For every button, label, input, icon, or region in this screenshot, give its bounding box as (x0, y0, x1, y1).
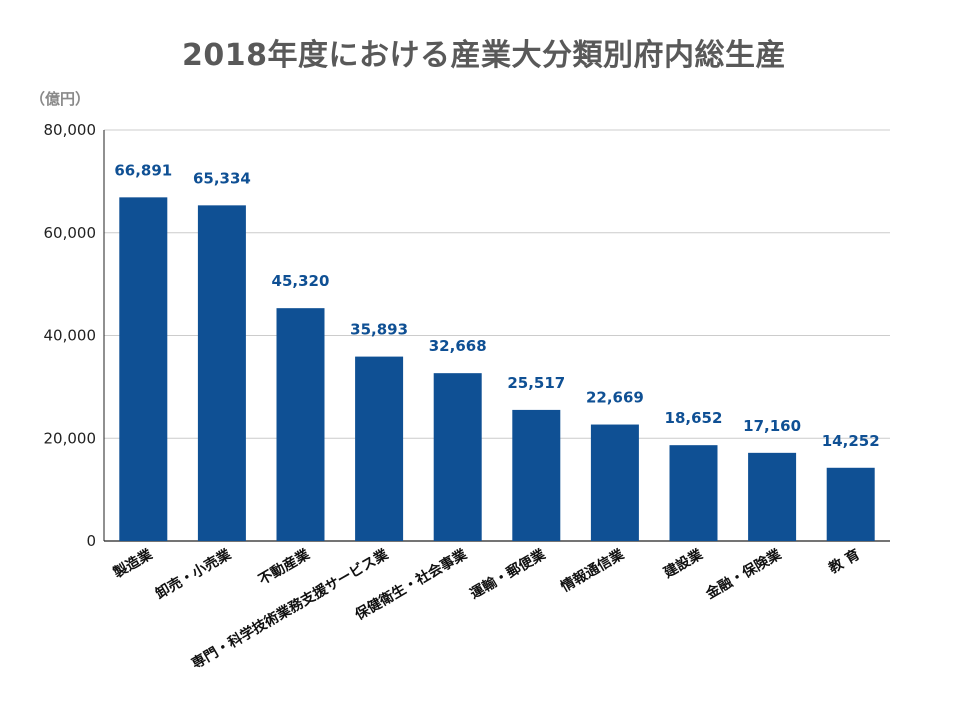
chart-title: 2018年度における産業大分類別府内総生産 (182, 38, 786, 73)
x-tick-label: 卸売・小売業 (153, 545, 235, 602)
bar (119, 197, 168, 542)
x-tick-label: 運輸・郵便業 (467, 545, 549, 602)
bar (197, 205, 246, 542)
y-tick-label: 0 (86, 532, 96, 550)
bar (748, 452, 797, 541)
data-label: 25,517 (507, 374, 565, 392)
bar (512, 409, 561, 541)
y-tick-label: 40,000 (44, 327, 97, 345)
data-label: 65,334 (193, 169, 251, 187)
bar (826, 467, 875, 541)
data-label: 17,160 (743, 417, 801, 435)
bar (590, 424, 639, 541)
x-tick-label: 情報通信業 (558, 545, 628, 595)
y-tick-label: 20,000 (44, 429, 97, 447)
bar (433, 373, 482, 541)
x-tick-label: 製造業 (110, 545, 157, 582)
data-label: 66,891 (114, 161, 172, 179)
data-label: 45,320 (272, 272, 330, 290)
data-label: 22,669 (586, 389, 644, 407)
x-tick-label: 建設業 (661, 545, 707, 581)
x-tick-label: 金融・保険業 (702, 545, 785, 603)
y-tick-label: 60,000 (44, 224, 97, 242)
x-tick-label: 教 育 (826, 546, 863, 577)
data-label: 35,893 (350, 321, 408, 339)
bar (355, 356, 404, 541)
bar (669, 445, 718, 541)
data-label: 14,252 (822, 432, 880, 450)
y-tick-label: 80,000 (44, 121, 97, 139)
y-axis-unit-label: （億円） (30, 90, 91, 108)
bar (276, 308, 325, 541)
data-label: 18,652 (665, 409, 723, 427)
data-label: 32,668 (429, 337, 487, 355)
x-tick-label: 不動産業 (256, 545, 314, 588)
